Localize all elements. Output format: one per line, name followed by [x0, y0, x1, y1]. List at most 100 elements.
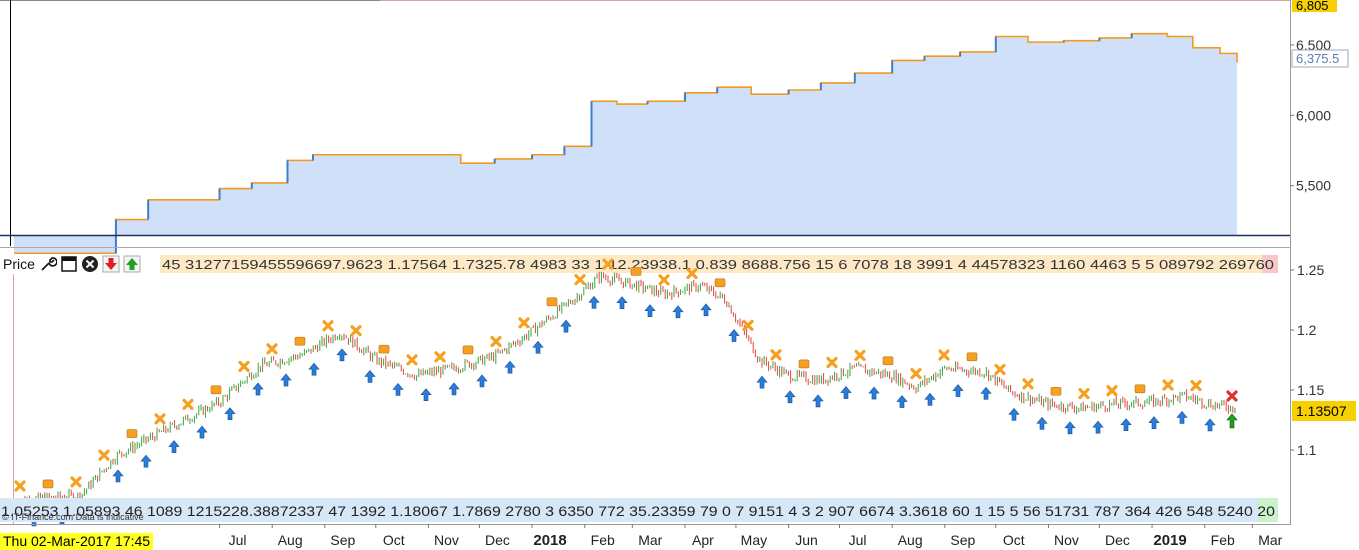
buy-signal-arrow	[532, 340, 544, 354]
exit-signal-marker	[882, 356, 894, 366]
sell-signal-cross	[910, 367, 922, 380]
buy-signal-arrow	[1008, 407, 1020, 421]
sell-signal-cross	[602, 258, 614, 270]
price-last-value-badge	[1292, 401, 1356, 421]
sell-arrow-icon[interactable]	[102, 255, 120, 273]
x-tick-label: Feb	[591, 532, 615, 548]
sell-signal-cross	[70, 476, 82, 488]
buy-signal-arrow	[1036, 416, 1048, 430]
sell-signal-cross	[938, 349, 950, 361]
bottom-values-strip-end	[1258, 498, 1278, 522]
sell-signal-cross	[994, 363, 1006, 376]
x-tick-label: Feb	[1211, 532, 1235, 548]
price-y-tick-label: 1.15	[1297, 382, 1324, 398]
x-tick-label: Sep	[950, 532, 975, 548]
sell-signal-cross	[322, 320, 334, 332]
buy-signal-arrow	[140, 454, 152, 468]
buy-signal-arrow	[952, 384, 964, 397]
x-tick-label: Oct	[383, 532, 405, 548]
sell-signal-cross	[238, 360, 250, 372]
equity-y-tick-label: 6,000	[1296, 107, 1331, 123]
x-tick-label: Aug	[278, 532, 303, 548]
exit-signal-marker	[798, 359, 810, 369]
exit-signal-marker	[630, 267, 642, 276]
x-tick-label: Mar	[1258, 532, 1282, 548]
top-values-strip	[160, 255, 1278, 273]
sell-signal-cross	[350, 325, 362, 337]
x-tick-label: Dec	[485, 532, 510, 548]
x-tick-label: Jul	[229, 532, 247, 548]
equity-top-value-label: 6,805	[1296, 0, 1329, 13]
window-icon[interactable]	[60, 255, 78, 273]
buy-signal-arrow	[896, 395, 908, 408]
buy-signal-arrow	[756, 375, 768, 389]
sell-signal-cross	[1078, 388, 1090, 400]
buy-signal-arrow	[672, 305, 684, 319]
sell-signal-cross	[1190, 380, 1202, 392]
sell-signal-cross	[518, 317, 530, 329]
sell-signal-cross	[770, 349, 782, 361]
wrench-icon[interactable]	[39, 255, 57, 273]
equity-y-tick-label: 5,500	[1296, 178, 1331, 194]
x-tick-label: 2018	[533, 532, 566, 549]
buy-arrow-icon[interactable]	[123, 255, 141, 273]
exit-signal-marker	[546, 297, 558, 307]
x-tick-label: Jun	[795, 532, 818, 548]
buy-signal-arrow	[336, 348, 348, 362]
close-icon[interactable]	[81, 255, 99, 273]
buy-signal-arrow	[868, 386, 880, 400]
exit-signal-marker	[714, 278, 726, 288]
x-tick-label: Dec	[1105, 532, 1130, 548]
sell-signal-cross	[98, 449, 110, 461]
equity-top-value-badge	[1292, 0, 1337, 12]
x-tick-label: May	[741, 532, 767, 548]
sell-signal-cross	[686, 267, 698, 280]
equity-area	[14, 33, 1237, 254]
exit-signal-marker	[378, 344, 390, 354]
x-tick-label: Jul	[849, 532, 867, 548]
exit-signal-marker	[1050, 386, 1062, 396]
buy-signal-arrow	[1148, 416, 1160, 429]
equity-line	[14, 32, 1238, 255]
buy-signal-arrow	[1120, 418, 1132, 431]
sell-signal-cross	[742, 319, 754, 331]
buy-signal-arrow	[784, 390, 796, 404]
buy-signal-arrow	[476, 374, 488, 388]
sell-signal-cross	[406, 354, 418, 366]
sell-signal-cross	[574, 274, 586, 286]
buy-signal-arrow	[196, 425, 208, 439]
equity-last-value-label: 6,375.5	[1296, 51, 1339, 66]
sell-signal-cross	[490, 335, 502, 348]
buy-signal-arrow	[1064, 421, 1076, 435]
copyright-notice: © IT-Finance.com Data is indicative	[2, 512, 144, 522]
buy-signal-arrow	[252, 382, 264, 396]
top-values-strip-text: 45 31277159455596697.9623 1.17564 1.7325…	[162, 257, 1274, 272]
x-tick-label: Oct	[1003, 532, 1025, 548]
buy-signal-arrow	[728, 329, 740, 342]
buy-signal-arrow	[1176, 410, 1188, 424]
sell-signal-cross	[434, 351, 446, 363]
buy-signal-arrow	[560, 319, 572, 333]
buy-signal-arrow	[168, 440, 180, 453]
exit-signal-marker	[126, 429, 138, 438]
buy-signal-arrow	[112, 469, 124, 483]
x-tick-label: 2019	[1153, 532, 1186, 549]
sell-signal-cross	[1162, 379, 1174, 391]
price-y-tick-label: 1.1	[1297, 442, 1317, 458]
top-values-strip-end	[1262, 255, 1278, 273]
sell-signal-cross	[266, 343, 278, 355]
exit-signal-marker	[210, 385, 222, 395]
price-label: Price	[3, 256, 35, 272]
price-toolbar: Price	[0, 254, 144, 274]
buy-signal-arrow	[588, 295, 600, 309]
exit-signal-marker	[42, 479, 54, 489]
buy-signal-arrow	[308, 362, 320, 376]
exit-signal-marker	[966, 352, 978, 362]
buy-signal-arrow	[280, 373, 292, 387]
buy-signal-arrow	[644, 304, 656, 317]
buy-signal-arrow	[840, 386, 852, 399]
price-y-tick-label: 1.25	[1297, 262, 1324, 278]
buy-signal-arrow	[392, 383, 404, 396]
latest-buy-arrow	[1226, 413, 1238, 429]
x-tick-label: Nov	[434, 532, 459, 548]
